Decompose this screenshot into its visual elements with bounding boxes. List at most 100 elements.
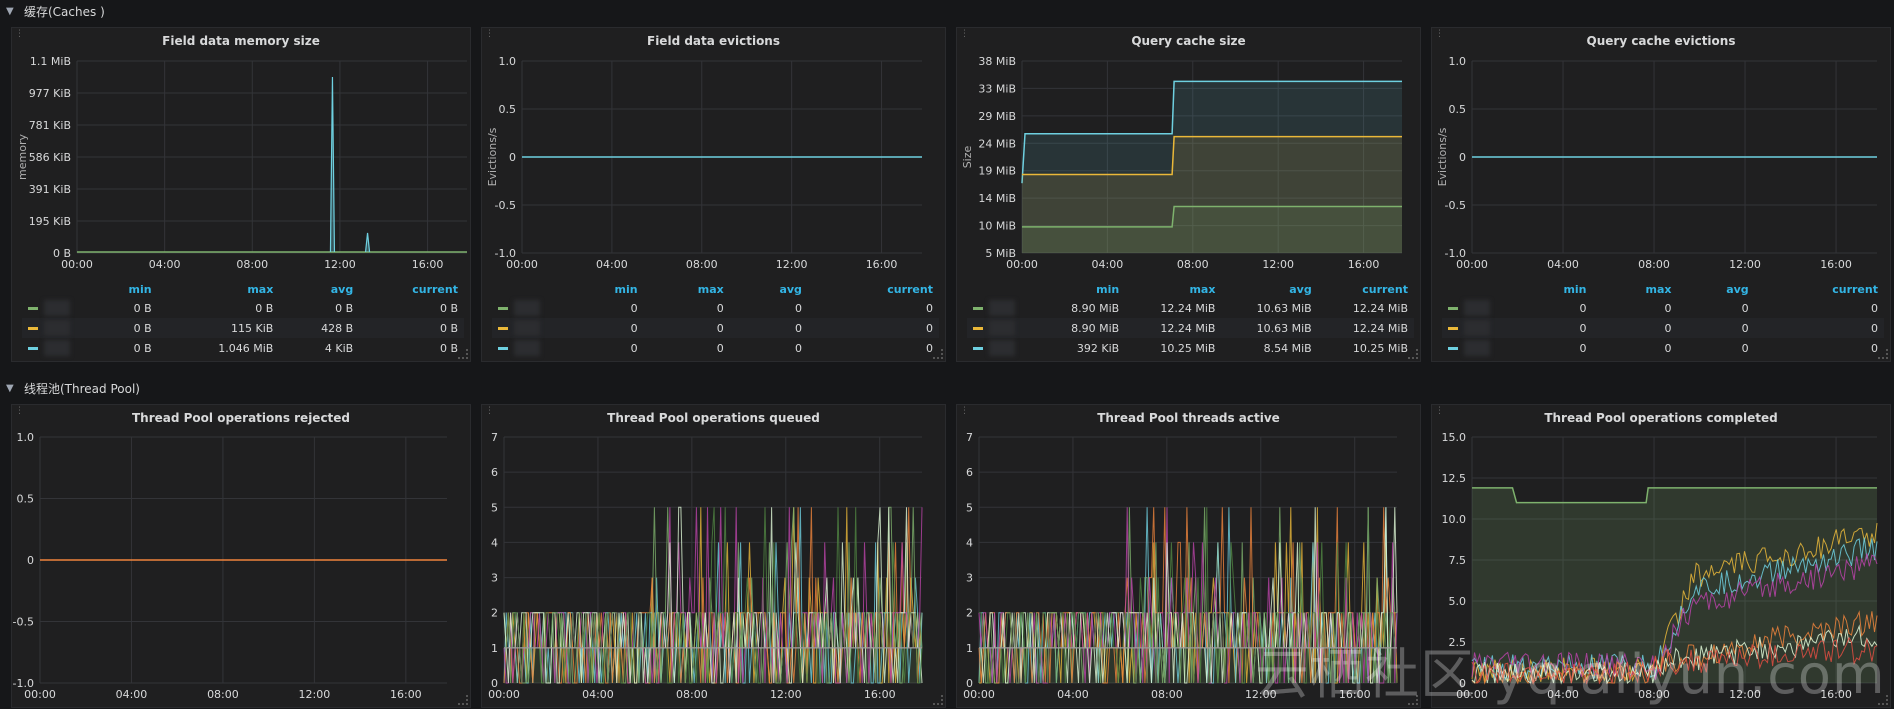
y-tick-label: 1: [966, 642, 973, 655]
resize-handle-icon[interactable]: [1408, 349, 1418, 359]
legend-header[interactable]: current: [1832, 283, 1878, 296]
y-tick-label: 10 MiB: [978, 220, 1016, 233]
x-tick-label: 04:00: [1092, 258, 1124, 271]
legend-value: 0 B: [439, 301, 458, 315]
graph-panel[interactable]: ⋮ Query cache evictions 1.0 0.5 0 -0.5 -1.0 00:…: [1431, 27, 1891, 362]
legend-swatch: [498, 306, 508, 310]
legend-header[interactable]: max: [1645, 283, 1672, 296]
legend-value: 0: [1677, 318, 1755, 338]
x-tick-label: 16:00: [1820, 258, 1852, 271]
legend-header[interactable]: avg: [1289, 283, 1312, 296]
y-tick-label: 586 KiB: [29, 151, 71, 164]
legend-row[interactable]: 0 B 1.046 MiB 4 KiB 0 B: [22, 338, 464, 358]
y-tick-label: 0.5: [499, 103, 517, 116]
y-tick-label: 195 KiB: [29, 215, 71, 228]
legend-series-name: [44, 320, 70, 336]
legend-value: 0: [1579, 301, 1587, 315]
resize-handle-icon[interactable]: [933, 695, 943, 705]
chart-svg: 1.0 0.5 0 -0.5 -1.000:00 04:00 08:00 12:00 16:00…: [1436, 55, 1877, 271]
graph-panel[interactable]: ⋮ Thread Pool threads active 7 6 5 4 3 2 1 0 00:00…: [956, 404, 1421, 708]
x-tick-label: 16:00: [390, 688, 422, 701]
panel-title[interactable]: Thread Pool threads active: [1097, 411, 1280, 425]
x-tick-label: 04:00: [596, 258, 628, 271]
legend-header[interactable]: avg: [330, 283, 354, 296]
row-title: 缓存(Caches ): [24, 4, 105, 19]
legend-header[interactable]: min: [1563, 283, 1587, 296]
legend-value: 0 B: [255, 301, 274, 315]
resize-handle-icon[interactable]: [1408, 695, 1418, 705]
resize-handle-icon[interactable]: [458, 695, 468, 705]
chart-svg: 7 6 5 4 3 2 1 000:00 04:00 08:00 12:00 16:00: [963, 431, 1398, 701]
legend-value: 0: [1579, 341, 1587, 355]
series-line: [1022, 135, 1402, 176]
y-tick-label: 1.0: [499, 55, 517, 68]
graph-panel[interactable]: ⋮ Thread Pool operations completed 15.0 12.…: [1431, 404, 1891, 708]
x-tick-label: 00:00: [61, 258, 93, 271]
panel-title[interactable]: Thread Pool operations queued: [607, 411, 820, 425]
legend-value: 0: [729, 318, 808, 338]
legend-header[interactable]: current: [887, 283, 933, 296]
legend-row[interactable]: 392 KiB 10.25 MiB 8.54 MiB 10.25 MiB: [967, 338, 1414, 358]
legend-header[interactable]: avg: [779, 283, 802, 296]
legend-header[interactable]: max: [1189, 283, 1216, 296]
graph-panel[interactable]: ⋮ Query cache size 38 MiB 33 MiB 29 MiB 24 Mi…: [956, 27, 1421, 362]
panel-title[interactable]: Thread Pool operations completed: [1544, 411, 1778, 425]
graph-panel[interactable]: ⋮ Field data memory size 1.1 MiB 977 KiB 781…: [11, 27, 471, 362]
legend-value: 0: [643, 318, 730, 338]
resize-handle-icon[interactable]: [933, 349, 943, 359]
legend-row[interactable]: 0 B 0 B 0 B 0 B: [22, 298, 464, 318]
legend-swatch: [498, 346, 508, 350]
y-tick-label: 6: [966, 466, 973, 479]
x-tick-label: 16:00: [864, 688, 896, 701]
x-tick-label: 04:00: [1547, 688, 1579, 701]
graph-panel[interactable]: ⋮ Thread Pool operations rejected 1.0 0.5 0-…: [11, 404, 471, 708]
y-tick-label: 781 KiB: [29, 119, 71, 132]
panel-title[interactable]: Query cache size: [1131, 34, 1246, 48]
legend-header[interactable]: max: [247, 283, 274, 296]
legend-header[interactable]: max: [697, 283, 724, 296]
graph-panel[interactable]: ⋮ Thread Pool operations queued 7 6 5 4 3 2 1 0 00…: [481, 404, 946, 708]
resize-handle-icon[interactable]: [458, 349, 468, 359]
legend-header[interactable]: min: [128, 283, 152, 296]
x-tick-label: 12:00: [776, 258, 808, 271]
legend-row[interactable]: 8.90 MiB 12.24 MiB 10.63 MiB 12.24 MiB: [967, 318, 1414, 338]
y-tick-label: -1.0: [1445, 247, 1466, 260]
x-tick-label: 12:00: [324, 258, 356, 271]
resize-handle-icon[interactable]: [1878, 695, 1888, 705]
legend-series-name: [989, 300, 1015, 316]
legend-series-name: [44, 300, 70, 316]
graph-panel[interactable]: ⋮ Field data evictions 1.0 0.5 0 -0.5 -1.0 00:0…: [481, 27, 946, 362]
legend-header[interactable]: min: [1096, 283, 1120, 296]
legend-swatch: [28, 306, 38, 310]
row-header-thread-pool[interactable]: ▼ 线程池(Thread Pool): [0, 377, 140, 399]
legend-header[interactable]: current: [412, 283, 458, 296]
legend-header[interactable]: avg: [1726, 283, 1749, 296]
y-tick-label: -0.5: [495, 199, 516, 212]
row-title: 线程池(Thread Pool): [24, 381, 140, 396]
panel-title[interactable]: Field data evictions: [647, 34, 780, 48]
legend-row[interactable]: 8.90 MiB 12.24 MiB 10.63 MiB 12.24 MiB: [967, 298, 1414, 318]
legend-header[interactable]: min: [614, 283, 638, 296]
x-tick-label: 08:00: [1638, 258, 1670, 271]
resize-handle-icon[interactable]: [1878, 349, 1888, 359]
y-tick-label: 391 KiB: [29, 183, 71, 196]
y-axis-label: memory: [16, 134, 29, 180]
panel-title[interactable]: Field data memory size: [162, 34, 320, 48]
chevron-down-icon: ▼: [6, 5, 14, 17]
y-tick-label: -0.5: [1445, 199, 1466, 212]
y-tick-label: 5: [491, 501, 498, 514]
chevron-down-icon: ▼: [6, 382, 14, 394]
panel-title[interactable]: Thread Pool operations rejected: [131, 411, 351, 425]
panel-title[interactable]: Query cache evictions: [1586, 34, 1736, 48]
legend-header[interactable]: current: [1362, 283, 1408, 296]
legend-value: 10.63 MiB: [1256, 301, 1312, 315]
legend-table: min max avg current 0 0 0 0 0 0 0 0 0 0 0 0: [1442, 281, 1884, 358]
row-header-caches[interactable]: ▼ 缓存(Caches ): [0, 0, 105, 22]
